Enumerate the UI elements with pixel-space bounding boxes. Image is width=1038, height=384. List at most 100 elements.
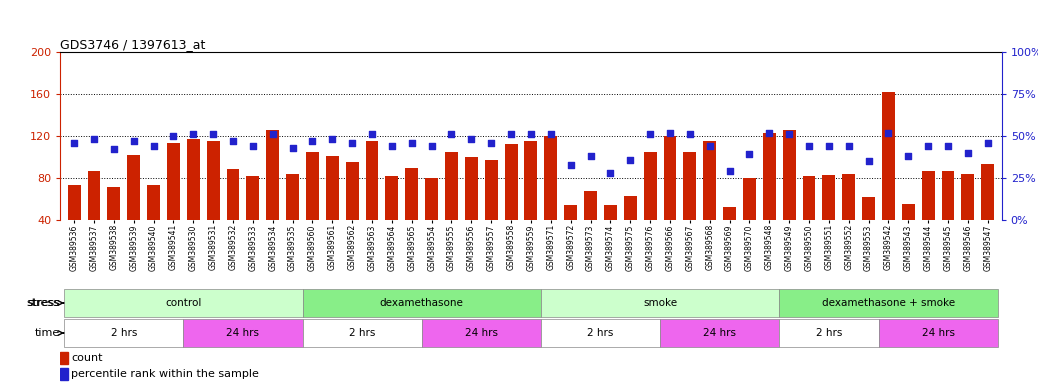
Bar bbox=[763, 133, 775, 220]
Point bbox=[661, 129, 678, 136]
Bar bbox=[405, 167, 418, 220]
Point bbox=[761, 129, 777, 136]
Point bbox=[483, 140, 499, 146]
Point bbox=[106, 146, 122, 152]
Point bbox=[204, 131, 221, 137]
Point bbox=[363, 131, 380, 137]
Point bbox=[245, 143, 262, 149]
Bar bbox=[624, 196, 636, 220]
Bar bbox=[60, 368, 69, 381]
Bar bbox=[60, 352, 69, 364]
Bar bbox=[445, 152, 458, 220]
Text: 2 hrs: 2 hrs bbox=[588, 328, 613, 338]
Bar bbox=[64, 289, 302, 318]
Bar bbox=[544, 136, 557, 220]
Bar bbox=[941, 170, 955, 220]
Bar bbox=[107, 187, 120, 220]
Point bbox=[841, 143, 857, 149]
Bar bbox=[565, 205, 577, 220]
Point bbox=[265, 131, 281, 137]
Bar bbox=[882, 92, 895, 220]
Bar bbox=[147, 185, 160, 220]
Point bbox=[622, 156, 638, 162]
Point bbox=[86, 136, 103, 142]
Point bbox=[641, 131, 658, 137]
Bar bbox=[743, 178, 756, 220]
Point bbox=[920, 143, 936, 149]
Point bbox=[284, 145, 301, 151]
Point bbox=[563, 162, 579, 168]
Bar bbox=[346, 162, 359, 220]
Text: smoke: smoke bbox=[643, 298, 677, 308]
Bar bbox=[663, 136, 677, 220]
Point bbox=[721, 168, 738, 174]
Text: 24 hrs: 24 hrs bbox=[226, 328, 260, 338]
Point bbox=[344, 140, 360, 146]
Point bbox=[821, 143, 838, 149]
Text: dexamethasone + smoke: dexamethasone + smoke bbox=[822, 298, 955, 308]
Bar bbox=[644, 152, 657, 220]
Bar bbox=[863, 197, 875, 220]
Bar bbox=[385, 176, 399, 220]
Bar bbox=[802, 176, 816, 220]
Bar bbox=[306, 152, 319, 220]
Text: 24 hrs: 24 hrs bbox=[465, 328, 498, 338]
Bar bbox=[167, 143, 180, 220]
Point bbox=[404, 140, 420, 146]
Bar bbox=[660, 319, 780, 348]
Point bbox=[702, 143, 718, 149]
Text: stress: stress bbox=[26, 298, 59, 308]
Bar bbox=[184, 319, 302, 348]
Bar bbox=[286, 174, 299, 220]
Bar bbox=[187, 139, 199, 220]
Bar bbox=[128, 155, 140, 220]
Point bbox=[424, 143, 440, 149]
Text: percentile rank within the sample: percentile rank within the sample bbox=[71, 369, 258, 379]
Bar bbox=[683, 152, 696, 220]
Point bbox=[959, 150, 976, 156]
Point bbox=[682, 131, 699, 137]
Point bbox=[602, 170, 619, 176]
Bar bbox=[267, 130, 279, 220]
Bar bbox=[981, 164, 994, 220]
Point bbox=[463, 136, 480, 142]
Point bbox=[502, 131, 519, 137]
Text: 2 hrs: 2 hrs bbox=[816, 328, 842, 338]
Bar bbox=[246, 176, 260, 220]
Bar bbox=[302, 289, 541, 318]
Bar bbox=[421, 319, 541, 348]
Point bbox=[126, 138, 142, 144]
Point bbox=[384, 143, 401, 149]
Bar bbox=[902, 204, 914, 220]
Point bbox=[980, 140, 996, 146]
Bar bbox=[604, 205, 617, 220]
Bar bbox=[780, 319, 878, 348]
Bar bbox=[504, 144, 518, 220]
Point bbox=[324, 136, 340, 142]
Bar bbox=[207, 141, 220, 220]
Bar bbox=[584, 190, 597, 220]
Point bbox=[185, 131, 201, 137]
Point bbox=[741, 151, 758, 157]
Text: 24 hrs: 24 hrs bbox=[922, 328, 955, 338]
Point bbox=[861, 158, 877, 164]
Text: count: count bbox=[71, 353, 103, 363]
Text: dexamethasone: dexamethasone bbox=[380, 298, 464, 308]
Text: stress: stress bbox=[28, 298, 60, 308]
Point bbox=[145, 143, 162, 149]
Bar bbox=[878, 319, 998, 348]
Point bbox=[800, 143, 817, 149]
Bar bbox=[783, 130, 795, 220]
Point bbox=[304, 138, 321, 144]
Bar bbox=[87, 170, 101, 220]
Bar bbox=[485, 160, 497, 220]
Bar bbox=[842, 174, 855, 220]
Bar bbox=[365, 141, 379, 220]
Point bbox=[781, 131, 797, 137]
Bar bbox=[780, 289, 998, 318]
Bar bbox=[822, 175, 836, 220]
Point bbox=[65, 140, 82, 146]
Text: time: time bbox=[35, 328, 60, 338]
Point bbox=[443, 131, 460, 137]
Bar bbox=[703, 141, 716, 220]
